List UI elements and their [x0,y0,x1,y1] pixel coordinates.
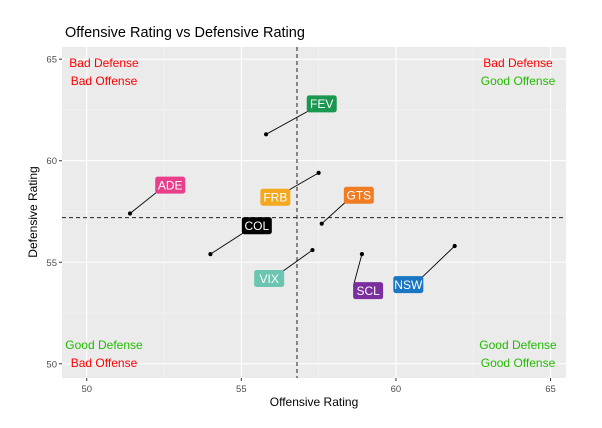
y-tick-label: 65 [46,55,57,66]
label-box-nsw [393,276,424,294]
quadrant-br-line2: Good Offense [481,356,556,370]
label-box-vix [254,269,285,287]
quadrant-tl-line1: Bad Defense [69,56,139,70]
quadrant-labels: Bad Defense Bad Offense Bad Defense Good Of… [65,56,557,370]
point-ade [127,211,133,216]
y-tick-label: 60 [46,156,57,167]
point-vix [310,247,315,253]
quadrant-tl-line2: Bad Offense [71,74,138,88]
point-col [208,252,213,257]
quadrant-bl-line2: Bad Offense [71,356,138,370]
reference-lines [62,47,566,378]
label-box-col [241,217,272,235]
leader-line-col [210,232,244,255]
x-tick-label: 50 [81,384,92,395]
point-frb [316,170,321,176]
leader-line-fev [265,110,308,135]
quadrant-tr-line2: Good Offense [481,74,556,88]
leader-line-nsw [421,245,455,278]
label-box-scl [353,282,384,300]
label-text-scl: SCL [356,284,380,298]
label-text-frb: FRB [263,191,287,205]
x-tick-label: 55 [236,384,247,395]
quadrant-bl-line1: Good Defense [65,338,143,352]
y-tick-label: 55 [46,258,57,269]
x-axis-ticks: 50 55 60 65 [81,378,556,395]
label-box-fev [306,95,337,113]
label-text-ade: ADE [158,178,183,192]
major-gridlines [62,47,566,378]
y-axis-label: Defensive Rating [26,166,40,257]
data-points [127,132,457,257]
label-box-frb [260,188,291,206]
point-fev [263,132,269,137]
chart-title: Offensive Rating vs Defensive Rating [65,25,305,41]
point-nsw [452,243,457,249]
team-labels: FEV ADE FRB GTS COL VIX SCL NSW [155,95,424,300]
leader-line-vix [282,249,313,272]
x-tick-label: 60 [391,384,402,395]
point-scl [359,252,365,257]
y-axis-ticks: 50 55 60 65 [46,55,62,370]
label-text-fev: FEV [310,97,333,111]
label-text-gts: GTS [346,189,371,203]
x-axis-label: Offensive Rating [270,395,359,409]
label-text-nsw: NSW [394,278,423,292]
quadrant-br-line1: Good Defense [479,338,557,352]
label-text-col: COL [244,219,269,233]
leader-line-frb [289,172,319,191]
leader-line-gts [321,202,346,225]
leader-line-ade [129,192,157,214]
label-box-ade [155,176,186,194]
point-gts [319,221,324,226]
y-tick-label: 50 [46,359,57,370]
label-box-gts [343,186,374,204]
leader-line-scl [353,254,363,284]
label-text-vix: VIX [259,272,278,286]
x-tick-label: 65 [545,384,556,395]
quadrant-tr-line1: Bad Defense [483,56,553,70]
label-leader-lines [129,110,455,284]
